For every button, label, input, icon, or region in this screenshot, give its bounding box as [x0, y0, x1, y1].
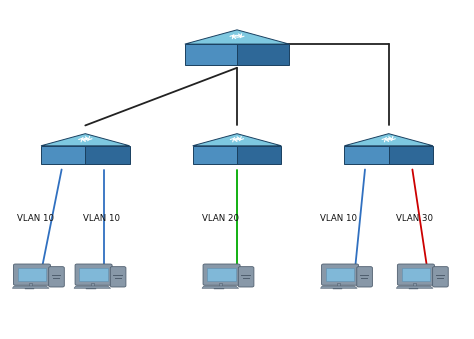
Bar: [214, 287, 224, 289]
Text: VLAN 30: VLAN 30: [396, 214, 433, 223]
Bar: [208, 268, 236, 281]
Bar: [115, 278, 122, 279]
Polygon shape: [185, 30, 289, 44]
Text: VLAN 20: VLAN 20: [202, 214, 239, 223]
FancyBboxPatch shape: [203, 264, 240, 285]
Bar: [29, 283, 32, 287]
Polygon shape: [41, 146, 85, 164]
Bar: [413, 283, 416, 287]
Polygon shape: [41, 134, 130, 146]
Polygon shape: [192, 146, 237, 164]
Bar: [333, 287, 342, 289]
FancyBboxPatch shape: [397, 264, 435, 285]
FancyBboxPatch shape: [433, 267, 448, 287]
Bar: [361, 278, 368, 279]
Bar: [437, 278, 444, 279]
Bar: [436, 275, 445, 276]
Bar: [80, 268, 108, 281]
Bar: [337, 283, 340, 287]
Bar: [91, 283, 94, 287]
Polygon shape: [344, 146, 389, 164]
Polygon shape: [202, 286, 239, 288]
Bar: [113, 275, 123, 276]
Text: VLAN 10: VLAN 10: [320, 214, 357, 223]
FancyBboxPatch shape: [13, 264, 51, 285]
Bar: [241, 275, 251, 276]
FancyBboxPatch shape: [110, 267, 126, 287]
Polygon shape: [85, 146, 130, 164]
FancyBboxPatch shape: [49, 267, 64, 287]
Polygon shape: [192, 134, 282, 146]
Bar: [18, 268, 46, 281]
Text: VLAN 10: VLAN 10: [17, 214, 54, 223]
Bar: [409, 287, 418, 289]
Bar: [53, 278, 60, 279]
FancyBboxPatch shape: [238, 267, 254, 287]
FancyBboxPatch shape: [357, 267, 373, 287]
FancyBboxPatch shape: [321, 264, 359, 285]
Polygon shape: [389, 146, 433, 164]
Polygon shape: [320, 286, 357, 288]
Bar: [360, 275, 369, 276]
Polygon shape: [237, 44, 289, 65]
Polygon shape: [74, 286, 111, 288]
Polygon shape: [344, 134, 433, 146]
Bar: [52, 275, 61, 276]
Polygon shape: [237, 146, 282, 164]
FancyBboxPatch shape: [75, 264, 112, 285]
Bar: [402, 268, 430, 281]
Bar: [25, 287, 34, 289]
Polygon shape: [396, 286, 433, 288]
Polygon shape: [185, 44, 237, 65]
Bar: [219, 283, 222, 287]
Bar: [86, 287, 96, 289]
Bar: [243, 278, 250, 279]
Text: VLAN 10: VLAN 10: [83, 214, 120, 223]
Bar: [326, 268, 354, 281]
Polygon shape: [12, 286, 49, 288]
